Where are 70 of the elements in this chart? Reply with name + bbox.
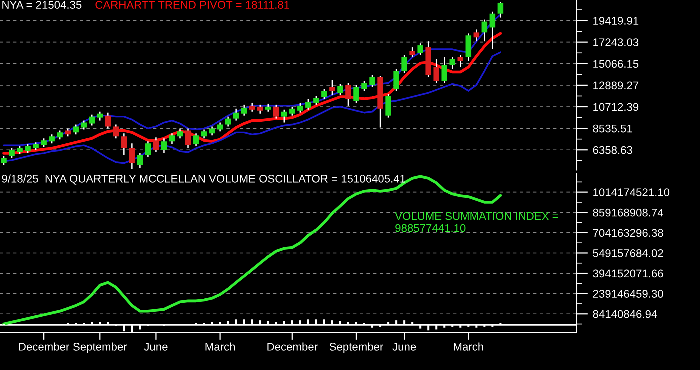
candlestick [121, 133, 128, 156]
candlestick [282, 109, 288, 124]
x-tick-label: March [454, 342, 484, 351]
y-tick-label: 12889.27 [594, 82, 639, 90]
candlestick [274, 104, 280, 120]
chart-title: 9/18/25 NYA QUARTERLY MCCLELLAN VOLUME OSCILLATOR = 15106405.41 [2, 174, 406, 185]
candlestick [362, 80, 368, 92]
annotation: VOLUME SUMMATION INDEX = 988577441.10 [395, 212, 558, 232]
candlestick [113, 124, 120, 140]
line-series [2, 32, 502, 155]
candlestick [410, 46, 416, 58]
y-tick-label: 859168908.74 [593, 208, 664, 217]
y-tick-label: 10712.39 [594, 103, 639, 112]
candlestick [73, 124, 79, 136]
candlestick [330, 80, 336, 96]
candlestick [346, 82, 352, 107]
x-tick-label: June [392, 343, 416, 351]
candlestick [354, 84, 360, 104]
y-tick-label: 549157684.02 [593, 250, 664, 258]
candlestick [450, 56, 456, 70]
y-tick-label: 1014174521.10 [594, 188, 670, 196]
candlestick [169, 133, 176, 146]
x-tick-label: June [144, 343, 168, 351]
annotation: CARHARTT TREND PIVOT = 18111.81 [96, 1, 290, 10]
candlestick [490, 11, 496, 50]
candlestick [129, 142, 136, 170]
candlestick [394, 68, 400, 92]
y-tick-label: 239146459.30 [593, 290, 664, 298]
y-tick-label: 15066.15 [594, 60, 639, 68]
candlestick [225, 116, 232, 128]
candlestick [322, 88, 328, 100]
candlestick [434, 58, 440, 84]
candlestick [89, 114, 96, 126]
x-tick-label: September [330, 342, 384, 354]
x-tick-label: December [19, 342, 70, 351]
candlestick [458, 54, 464, 68]
candlestick [105, 112, 112, 130]
candlestick [402, 54, 408, 74]
y-tick-label: 19419.91 [594, 17, 639, 25]
candlestick [193, 133, 200, 148]
candlestick [338, 84, 344, 96]
candlestick [298, 102, 304, 114]
x-tick-label: September [73, 342, 128, 354]
candlestick [137, 152, 144, 169]
candlestick [306, 98, 312, 111]
candlestick [153, 137, 160, 154]
candlestick [145, 140, 152, 158]
candlestick [177, 128, 184, 140]
chart-title: NYA = 21504.35 [2, 1, 82, 10]
candlestick [233, 108, 240, 122]
candlestick [466, 33, 472, 62]
candlestick [185, 128, 192, 150]
x-tick-label: December [268, 342, 318, 351]
y-tick-label: 704163296.38 [593, 229, 664, 238]
candlestick [498, 1, 504, 18]
candlestick [386, 93, 392, 118]
y-tick-label: 394152071.66 [593, 270, 664, 278]
y-tick-label: 84140846.94 [593, 310, 658, 318]
candlestick [442, 56, 448, 84]
candlestick [9, 148, 15, 160]
candlestick [241, 104, 248, 116]
y-tick-label: 8535.51 [593, 124, 632, 133]
x-tick-label: March [206, 342, 236, 351]
y-tick-label: 17243.03 [594, 38, 639, 46]
candlestick [482, 19, 488, 42]
candlestick [370, 74, 376, 88]
candlestick [161, 138, 168, 154]
candlestick [418, 42, 424, 56]
y-tick-label: 6358.63 [593, 146, 632, 154]
candlestick [474, 29, 480, 42]
